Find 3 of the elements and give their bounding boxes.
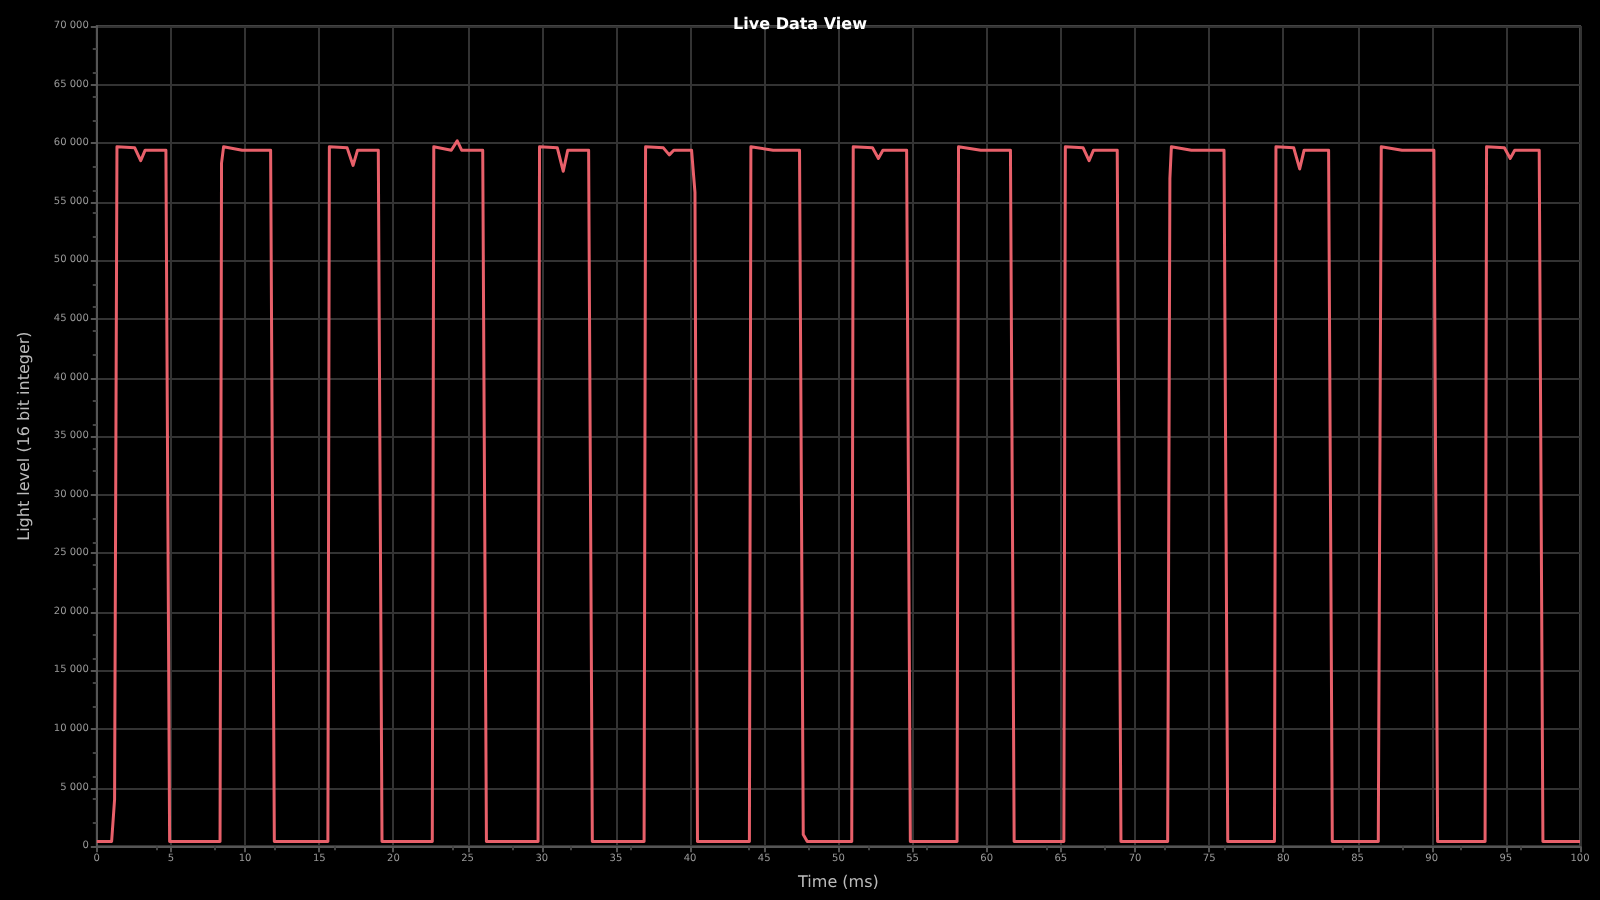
y-axis-title: Light level (16 bit integer) (15, 331, 33, 541)
chart-title: Live Data View (733, 15, 869, 33)
x-axis-title: Time (ms) (796, 873, 879, 891)
